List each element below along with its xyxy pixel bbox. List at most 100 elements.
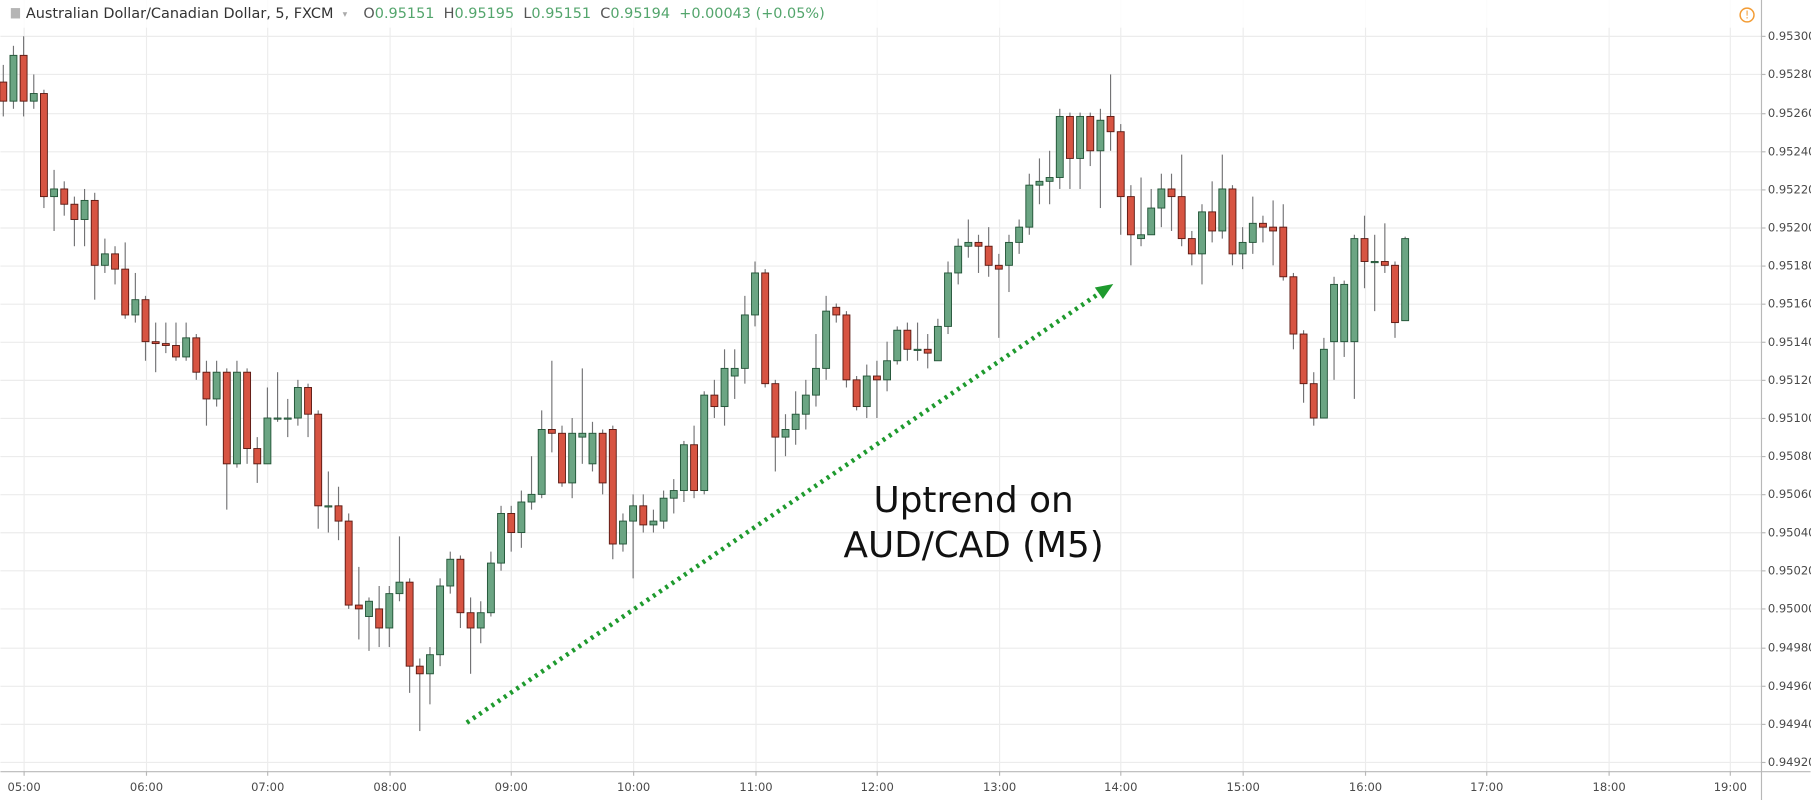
warning-icon-mark: !	[1745, 10, 1749, 22]
x-tick-label: 06:00	[130, 780, 163, 794]
candle-body	[456, 558, 465, 614]
y-tick-label: 0.94920	[1768, 755, 1811, 769]
y-tick-label: 0.95260	[1768, 106, 1811, 120]
annotation: Uptrend on	[874, 480, 1074, 521]
candle-body	[172, 345, 180, 358]
candle-body	[852, 379, 861, 408]
candle-body	[1137, 234, 1145, 240]
candle-body	[263, 417, 272, 465]
candle-body	[243, 371, 252, 450]
y-tick-label: 0.95140	[1768, 335, 1811, 349]
candle-body	[1309, 383, 1318, 419]
candle-body	[80, 199, 89, 220]
y-tick-label: 0.95060	[1768, 487, 1811, 501]
candle-body	[192, 337, 201, 373]
candle-body	[375, 608, 384, 629]
candle-body	[639, 505, 648, 526]
x-tick-label: 18:00	[1592, 780, 1625, 794]
candle-body	[1319, 348, 1328, 419]
candle-body	[1208, 211, 1217, 232]
y-tick-label: 0.95300	[1768, 29, 1811, 43]
candle-body	[578, 432, 587, 438]
candle-body	[9, 54, 18, 102]
candle-body	[862, 375, 871, 408]
symbol-title[interactable]: Australian Dollar/Canadian Dollar, 5, FX…	[26, 6, 334, 22]
candle-body	[354, 604, 363, 610]
candle-body	[1340, 283, 1349, 343]
candle-body	[903, 329, 912, 350]
candle-body	[253, 448, 262, 465]
y-tick-label: 0.95120	[1768, 373, 1811, 387]
candle-body	[19, 54, 28, 102]
x-tick-label: 10:00	[617, 780, 650, 794]
header-bar	[0, 0, 1756, 28]
header[interactable]: Australian Dollar/Canadian Dollar, 5, FX…	[26, 6, 825, 22]
candle-body	[70, 203, 79, 220]
x-tick-label: 15:00	[1227, 780, 1260, 794]
candle-body	[304, 387, 312, 415]
ohlc-value: 0.95151	[375, 6, 435, 22]
candle-body	[486, 562, 495, 614]
candle-body	[1187, 238, 1196, 255]
candle-body	[771, 383, 780, 438]
x-tick-label: 08:00	[373, 780, 406, 794]
x-tick-label: 09:00	[495, 780, 528, 794]
candle-body	[832, 306, 841, 316]
candle-body	[740, 314, 749, 369]
candle-body	[679, 444, 688, 492]
candle-body	[507, 512, 516, 534]
candle-body	[649, 520, 658, 526]
candle-body	[1279, 226, 1288, 278]
candle-body	[994, 264, 1003, 270]
candle-body	[720, 367, 729, 408]
x-tick-label: 14:00	[1104, 780, 1137, 794]
candle-body	[334, 505, 343, 522]
candle-body	[730, 367, 739, 377]
candle-body	[466, 612, 475, 629]
candle-body	[1177, 196, 1186, 240]
candle-body	[395, 581, 404, 595]
symbol-icon	[10, 8, 21, 19]
candle-body	[517, 501, 526, 534]
candle-body	[476, 612, 485, 629]
grid	[0, 0, 1761, 772]
x-tick-label: 13:00	[983, 780, 1016, 794]
y-tick-label: 0.95160	[1768, 297, 1811, 311]
candle-body	[933, 325, 942, 362]
candle-body	[40, 93, 48, 198]
candle-body	[984, 245, 993, 266]
candle-body	[629, 505, 638, 522]
candle-body	[121, 268, 130, 316]
ohlc-value: 0.95194	[610, 6, 670, 22]
candle-body	[1198, 211, 1206, 255]
y-tick-label: 0.95280	[1768, 67, 1811, 81]
candle-body	[141, 299, 150, 343]
warning-icon[interactable]	[1739, 7, 1755, 23]
y-tick-label: 0.95080	[1768, 449, 1811, 463]
candle-body	[1076, 115, 1085, 159]
candle-body	[1330, 283, 1338, 343]
candle-body	[812, 367, 820, 396]
candle-body	[385, 593, 394, 629]
x-tick-label: 19:00	[1714, 780, 1747, 794]
candle-body	[1066, 115, 1074, 159]
candle-body	[100, 253, 109, 266]
candle-body	[233, 371, 241, 465]
candle-body	[151, 341, 160, 345]
candle-body	[1238, 241, 1247, 255]
candle-body	[1045, 177, 1054, 182]
y-tick-label: 0.95200	[1768, 220, 1811, 234]
y-tick-label: 0.94960	[1768, 679, 1811, 693]
annotation: AUD/CAD (M5)	[844, 525, 1104, 566]
candle-body	[608, 429, 617, 545]
y-tick-label: 0.95040	[1768, 525, 1811, 539]
candle-body	[1147, 207, 1156, 236]
axes: 0.94920 0.94940 0.94960 0.94980 0.95000 0.950…	[7, 29, 1811, 794]
x-tick-label: 07:00	[251, 780, 284, 794]
y-tick-label: 0.95000	[1768, 601, 1811, 615]
candle-body	[446, 558, 455, 587]
candle-body	[558, 432, 566, 484]
candle-body	[161, 343, 170, 346]
candle-body	[690, 444, 698, 492]
candle-body	[1228, 188, 1237, 255]
